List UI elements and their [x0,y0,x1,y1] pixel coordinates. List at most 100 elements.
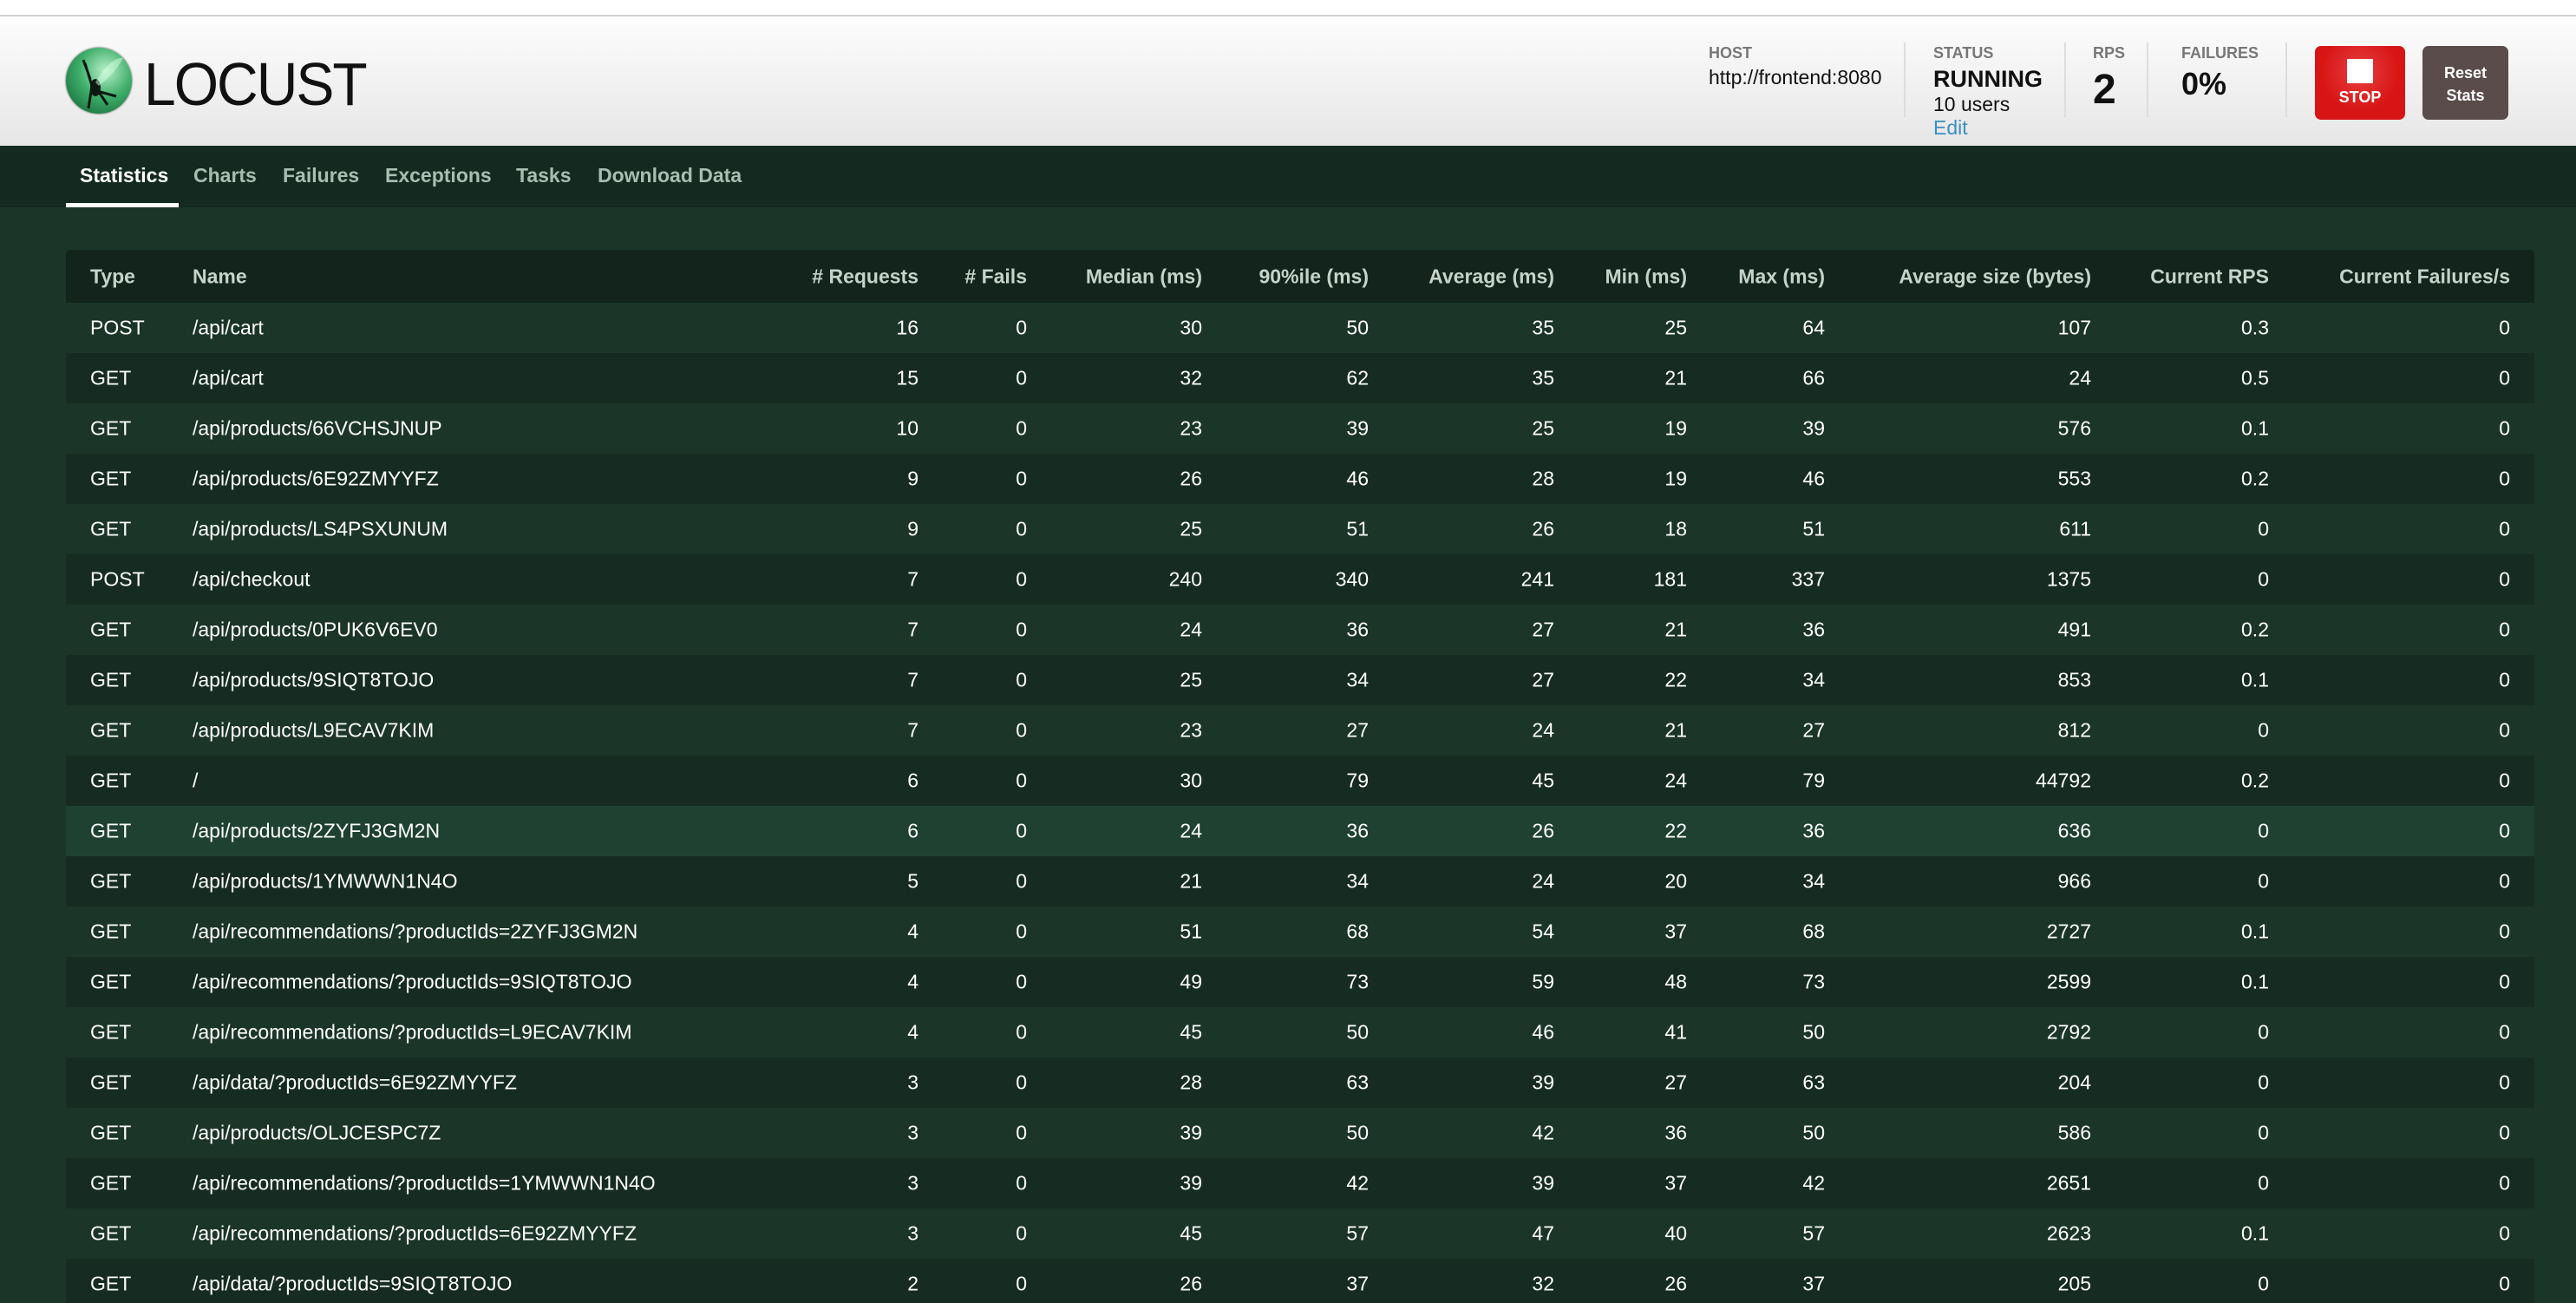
cell-type: GET [90,467,132,490]
table-row: GET/api/products/0PUK6V6EV0 7 0 24 36 27 21 36 4… [66,605,2534,655]
column-header-p90[interactable]: 90%ile (ms) [1259,265,1369,287]
cell-p90: 27 [1346,718,1369,742]
column-header-avg-size[interactable]: Average size (bytes) [1899,265,2091,287]
cell-avg-size: 2623 [2046,1221,2091,1245]
column-header-current-rps[interactable]: Current RPS [2150,265,2269,287]
column-header-median[interactable]: Median (ms) [1085,265,1202,287]
cell-p90: 57 [1346,1221,1369,1245]
cell-p90: 34 [1346,869,1369,893]
cell-avg-size: 205 [2057,1272,2091,1295]
cell-fails: 0 [1016,567,1027,591]
cell-type: GET [90,1272,132,1295]
cell-type: GET [90,1020,132,1044]
cell-max: 46 [1802,467,1825,490]
cell-avg-size: 611 [2059,517,2091,540]
cell-avg-size: 853 [2057,668,2091,691]
table-row: GET/api/recommendations/?productIds=1YMW… [66,1158,2534,1208]
cell-median: 30 [1180,769,1202,792]
column-header-current-failures[interactable]: Current Failures/s [2339,265,2510,287]
cell-fails: 0 [1016,517,1027,540]
cell-min: 181 [1653,567,1687,591]
cell-avg-size: 2727 [2046,920,2091,943]
cell-avg-size: 204 [2057,1071,2091,1094]
cell-average: 35 [1532,366,1554,390]
cell-current-failures: 0 [2499,668,2510,691]
cell-requests: 2 [907,1272,919,1295]
cell-p90: 50 [1346,1020,1369,1044]
table-row: GET/api/products/6E92ZMYYFZ 9 0 26 46 28 19 46 5… [66,454,2534,504]
stop-button[interactable]: STOP [2315,46,2405,120]
cell-current-rps: 0.2 [2241,467,2269,490]
cell-min: 26 [1664,1272,1687,1295]
cell-average: 28 [1532,467,1554,490]
reset-stats-button[interactable]: Reset Stats [2422,46,2508,120]
cell-min: 37 [1664,920,1687,943]
cell-current-rps: 0 [2258,1272,2269,1295]
cell-current-rps: 0 [2258,869,2269,893]
column-header-type[interactable]: Type [90,265,135,287]
cell-current-rps: 0.1 [2241,970,2269,993]
cell-average: 45 [1532,769,1554,792]
cell-name: /api/cart [193,316,264,339]
cell-min: 20 [1664,869,1687,893]
cell-fails: 0 [1016,416,1027,440]
tab-exceptions[interactable]: Exceptions [385,164,492,187]
cell-min: 21 [1664,618,1687,641]
cell-median: 51 [1180,920,1202,943]
reset-stats-label: Reset Stats [2443,64,2488,104]
column-header-max[interactable]: Max (ms) [1738,265,1825,287]
cell-max: 51 [1802,517,1825,540]
cell-avg-size: 491 [2057,618,2091,641]
cell-current-failures: 0 [2499,718,2510,742]
cell-p90: 73 [1346,970,1369,993]
tab-download-data[interactable]: Download Data [598,164,742,187]
tab-charts[interactable]: Charts [193,164,257,187]
stop-icon [2347,59,2373,83]
cell-p90: 50 [1346,1121,1369,1144]
cell-current-rps: 0 [2258,1020,2269,1044]
tab-statistics[interactable]: Statistics [80,164,169,187]
cell-average: 47 [1532,1221,1554,1245]
cell-current-failures: 0 [2499,416,2510,440]
cell-current-rps: 0.1 [2241,668,2269,691]
cell-avg-size: 966 [2057,869,2091,893]
cell-average: 32 [1532,1272,1554,1295]
cell-median: 39 [1180,1171,1202,1195]
column-header-requests[interactable]: # Requests [812,265,919,287]
cell-name: /api/products/L9ECAV7KIM [193,718,435,742]
column-header-fails[interactable]: # Fails [964,265,1027,287]
failures-label: FAILURES [2181,44,2259,62]
cell-name: /api/products/LS4PSXUNUM [193,517,448,540]
cell-type: GET [90,1171,132,1195]
cell-requests: 3 [907,1171,919,1195]
cell-min: 19 [1664,416,1687,440]
cell-type: GET [90,970,132,993]
cell-median: 23 [1180,718,1202,742]
cell-avg-size: 24 [2069,366,2091,390]
cell-avg-size: 586 [2057,1121,2091,1144]
cell-average: 26 [1532,517,1554,540]
cell-requests: 10 [896,416,919,440]
cell-fails: 0 [1016,467,1027,490]
cell-max: 50 [1802,1020,1825,1044]
column-header-name[interactable]: Name [193,265,247,287]
cell-min: 21 [1664,366,1687,390]
tab-tasks[interactable]: Tasks [516,164,572,187]
column-header-average[interactable]: Average (ms) [1429,265,1554,287]
cell-requests: 3 [907,1221,919,1245]
cell-requests: 3 [907,1071,919,1094]
edit-link[interactable]: Edit [1933,116,1968,139]
cell-p90: 34 [1346,668,1369,691]
table-header: Type Name # Requests # Fails Median (ms) 90%i… [66,250,2534,303]
table-row: GET/api/recommendations/?productIds=6E92… [66,1208,2534,1259]
cell-avg-size: 107 [2057,316,2091,339]
cell-current-rps: 0.1 [2241,416,2269,440]
cell-name: /api/checkout [193,567,311,591]
cell-name: /api/products/6E92ZMYYFZ [193,467,439,490]
tab-failures[interactable]: Failures [283,164,360,187]
cell-max: 37 [1802,1272,1825,1295]
cell-fails: 0 [1016,819,1027,842]
cell-min: 19 [1664,467,1687,490]
column-header-min[interactable]: Min (ms) [1605,265,1687,287]
cell-min: 24 [1664,769,1687,792]
